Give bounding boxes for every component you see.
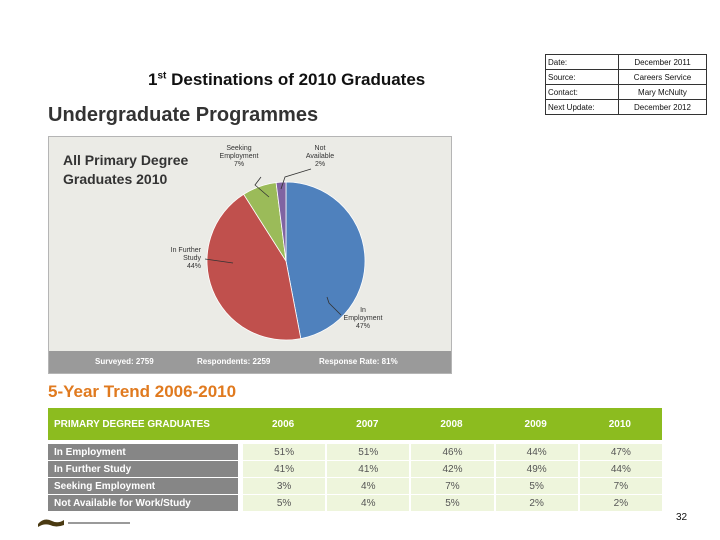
table-cell: 7%: [409, 477, 494, 494]
row-label: Not Available for Work/Study: [48, 494, 241, 511]
meta-row: Next Update: December 2012: [545, 99, 708, 115]
meta-row: Date: December 2011: [545, 54, 708, 70]
year-header: 2007: [325, 408, 410, 443]
table-cell: 41%: [241, 460, 326, 477]
metadata-table: Date: December 2011 Source: Careers Servic…: [545, 54, 708, 115]
title-prefix: 1: [148, 70, 158, 89]
slice-label-text: Seeking Employment: [219, 145, 259, 160]
slice-label-employment: In Employment 47%: [341, 307, 385, 331]
table-row: Not Available for Work/Study 5% 4% 5% 2%…: [48, 494, 662, 511]
table-cell: 4%: [325, 477, 410, 494]
table-cell: 51%: [241, 443, 326, 460]
row-label: Seeking Employment: [48, 477, 241, 494]
table-cell: 5%: [241, 494, 326, 511]
chart-title: All Primary Degree Graduates 2010: [63, 151, 213, 189]
meta-row: Source: Careers Service: [545, 69, 708, 85]
title-text: Destinations of 2010 Graduates: [166, 70, 426, 89]
year-header: 2006: [241, 408, 326, 443]
surveyed-count: Surveyed: 2759: [95, 357, 154, 366]
meta-value: December 2012: [617, 99, 708, 115]
chart-title-line1: All Primary Degree: [63, 152, 189, 168]
meta-value: Mary McNulty: [617, 84, 708, 100]
table-cell: 3%: [241, 477, 326, 494]
chart-title-line2: Graduates 2010: [63, 171, 168, 187]
trend-header-row: PRIMARY DEGREE GRADUATES 2006 2007 2008 …: [48, 408, 662, 443]
row-label: In Employment: [48, 443, 241, 460]
row-label: In Further Study: [48, 460, 241, 477]
leader-seeking: [254, 176, 270, 198]
respondents-count: Respondents: 2259: [197, 357, 271, 366]
table-cell: 51%: [325, 443, 410, 460]
year-header: 2008: [409, 408, 494, 443]
page-number: 32: [676, 512, 688, 523]
slice-label-text: In Further Study: [170, 247, 201, 262]
table-cell: 2%: [577, 494, 662, 511]
table-cell: 2%: [493, 494, 578, 511]
table-cell: 42%: [409, 460, 494, 477]
pie-chart-panel: All Primary Degree Graduates 2010 Seeking…: [48, 136, 452, 374]
slice-employment: [285, 181, 366, 340]
slice-label-not-available: Not Available 2%: [303, 145, 337, 169]
table-row: Seeking Employment 3% 4% 7% 5% 7%: [48, 477, 662, 494]
table-cell: 44%: [493, 443, 578, 460]
year-header: 2009: [493, 408, 578, 443]
table-cell: 47%: [577, 443, 662, 460]
meta-row: Contact: Mary McNulty: [545, 84, 708, 100]
trend-heading: 5-Year Trend 2006-2010: [48, 382, 237, 401]
table-row: In Further Study 41% 41% 42% 49% 44%: [48, 460, 662, 477]
leader-employment: [326, 296, 342, 316]
slice-label-text: In Employment: [343, 307, 383, 322]
response-rate: Response Rate: 81%: [319, 357, 398, 366]
leader-further-study: [204, 258, 234, 264]
slide-title: 1st Destinations of 2010 Graduates: [148, 70, 425, 90]
table-cell: 44%: [577, 460, 662, 477]
slice-not-available: [275, 181, 287, 262]
table-cell: 4%: [325, 494, 410, 511]
slice-label-text: Not Available: [305, 145, 335, 160]
pie-chart: [204, 168, 366, 341]
section-heading: Undergraduate Programmes: [48, 104, 319, 126]
slice-pct: 44%: [186, 263, 201, 270]
table-cell: 5%: [409, 494, 494, 511]
meta-label: Source:: [545, 69, 619, 85]
slice-further-study: [206, 193, 302, 341]
slice-pct: 7%: [233, 161, 245, 168]
title-superscript: st: [157, 70, 167, 82]
table-cell: 41%: [325, 460, 410, 477]
table-cell: 7%: [577, 477, 662, 494]
university-logo: [38, 519, 130, 527]
table-cell: 46%: [409, 443, 494, 460]
meta-label: Next Update:: [545, 99, 619, 115]
slice-pct: 47%: [355, 323, 370, 330]
meta-label: Contact:: [545, 84, 619, 100]
trend-table: PRIMARY DEGREE GRADUATES 2006 2007 2008 …: [48, 408, 662, 511]
meta-value: December 2011: [617, 54, 708, 70]
year-header: 2010: [577, 408, 662, 443]
table-cell: 5%: [493, 477, 578, 494]
slice-pct: 2%: [314, 161, 326, 168]
slice-label-seeking: Seeking Employment 7%: [217, 145, 261, 169]
meta-label: Date:: [545, 54, 619, 70]
survey-summary-bar: Surveyed: 2759 Respondents: 2259 Respons…: [49, 351, 451, 373]
leader-not-available: [280, 168, 312, 190]
table-cell: 49%: [493, 460, 578, 477]
meta-value: Careers Service: [617, 69, 708, 85]
table-row: In Employment 51% 51% 46% 44% 47%: [48, 443, 662, 460]
slice-label-further-study: In Further Study 44%: [157, 247, 201, 271]
trend-header-label: PRIMARY DEGREE GRADUATES: [48, 408, 241, 443]
